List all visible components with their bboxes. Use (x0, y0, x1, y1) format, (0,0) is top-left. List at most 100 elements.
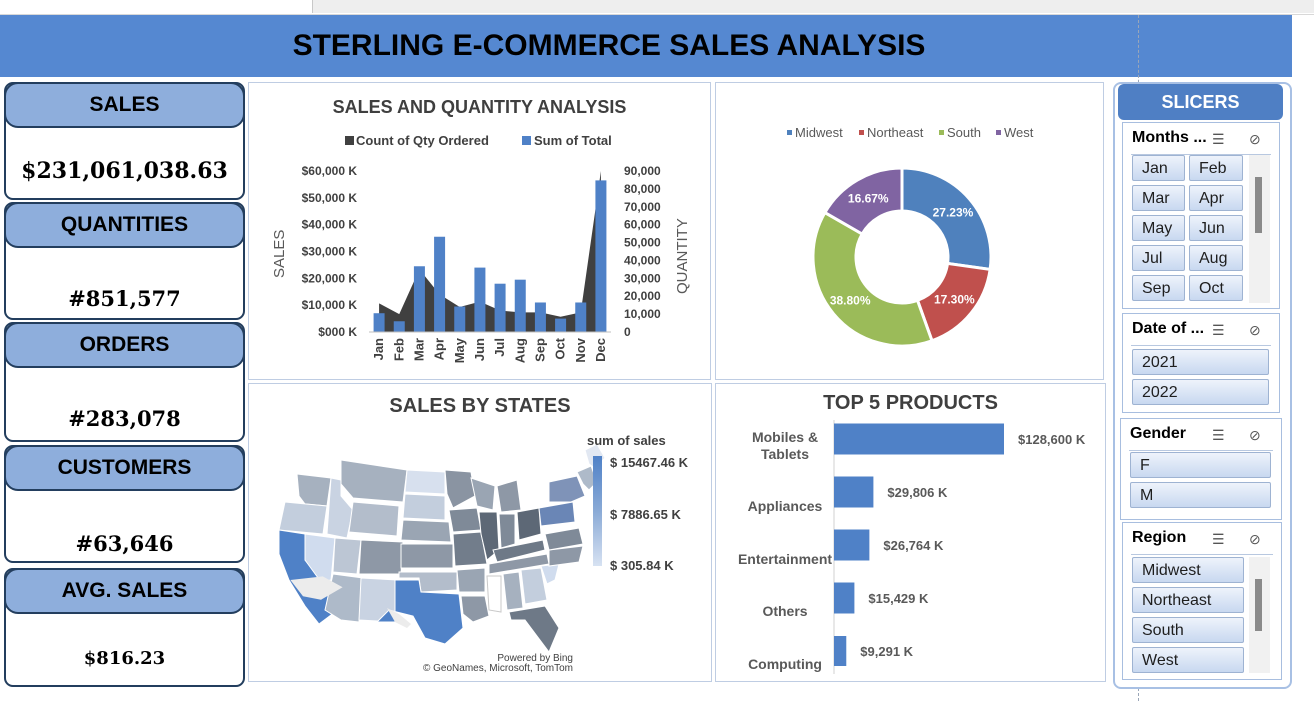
slicer-item-midwest[interactable]: Midwest (1132, 557, 1244, 583)
map-legend-title: sum of sales (587, 433, 666, 448)
state-nebraska (400, 519, 452, 543)
legend-west: West (1004, 125, 1034, 140)
state-florida (508, 605, 560, 653)
clear-filter-icon[interactable]: ⊘ (1249, 531, 1261, 547)
category-label: Tablets (761, 446, 809, 462)
slicer-item-south[interactable]: South (1132, 617, 1244, 643)
map-credit-bing: Powered by Bing (497, 653, 573, 664)
legend-swatch-west (996, 130, 1001, 135)
kpi-card-quantities: QUANTITIES #851,577 (4, 202, 245, 320)
qty-area (379, 171, 601, 332)
slicer-item-feb[interactable]: Feb (1189, 155, 1243, 181)
state-utah (332, 537, 362, 575)
sales-by-states-panel: SALES BY STATES (248, 383, 712, 682)
slicer-item-jul[interactable]: Jul (1132, 245, 1185, 271)
x-tick-label: Aug (512, 338, 527, 363)
slicer-item-m[interactable]: M (1130, 482, 1271, 508)
states-group (278, 443, 606, 653)
y2-tick-label: 50,000 (624, 236, 661, 250)
clear-filter-icon[interactable]: ⊘ (1249, 427, 1261, 443)
legend-midwest: Midwest (795, 125, 843, 140)
kpi-value: #851,577 (68, 286, 181, 311)
x-tick-label: Sep (532, 338, 547, 362)
sales-bar (413, 266, 425, 332)
state-mississippi (486, 575, 502, 613)
x-tick-label: Apr (432, 338, 447, 360)
legend-total: Sum of Total (534, 133, 612, 148)
slicer-item-oct[interactable]: Oct (1189, 275, 1243, 301)
y-tick-label: $000 K (318, 325, 357, 339)
donut-slice-midwest (900, 166, 993, 272)
legend-northeast: Northeast (867, 125, 924, 140)
months-slicer-title: Months ... (1132, 129, 1207, 146)
slicer-item-mar[interactable]: Mar (1132, 185, 1185, 211)
y-tick-label: $50,000 K (302, 191, 358, 205)
x-tick-label: Dec (593, 338, 608, 362)
map-title: SALES BY STATES (389, 395, 571, 417)
multi-select-icon[interactable]: ☰ (1212, 427, 1225, 443)
y2-tick-label: 60,000 (624, 218, 661, 232)
sales-bar (454, 306, 466, 332)
state-alabama (502, 571, 524, 611)
state-north-dakota (404, 469, 446, 495)
slicer-item-sep[interactable]: Sep (1132, 275, 1185, 301)
slicer-item-f[interactable]: F (1130, 452, 1271, 478)
category-label: Mobiles & (752, 429, 818, 445)
kpi-value: #63,646 (75, 531, 174, 556)
state-arkansas (456, 567, 486, 593)
slicer-item-aug[interactable]: Aug (1189, 245, 1243, 271)
clear-filter-icon[interactable]: ⊘ (1249, 322, 1261, 338)
map-legend-mid: $ 7886.65 K (610, 507, 681, 522)
legend-swatch-midwest (787, 130, 792, 135)
multi-select-icon[interactable]: ☰ (1212, 131, 1225, 147)
sales-bar (393, 321, 405, 332)
x-tick-label: Mar (411, 338, 426, 361)
sales-bar (434, 236, 446, 332)
products-title: TOP 5 PRODUCTS (823, 392, 998, 414)
y-tick-label: $20,000 K (302, 271, 358, 285)
category-label: Appliances (748, 498, 823, 514)
region-slicer-title: Region (1132, 529, 1187, 546)
slicer-item-2022[interactable]: 2022 (1132, 379, 1269, 405)
slicer-item-jun[interactable]: Jun (1189, 215, 1243, 241)
state-illinois (478, 511, 500, 561)
sales-bar (514, 279, 526, 332)
map-legend-min: $ 305.84 K (610, 558, 674, 573)
x-tick-label: Nov (573, 337, 588, 362)
state-pennsylvania (538, 501, 576, 527)
state-wisconsin (470, 477, 496, 511)
months-scrollbar[interactable] (1249, 155, 1270, 303)
kpi-label: QUANTITIES (4, 202, 245, 248)
slicer-item-may[interactable]: May (1132, 215, 1185, 241)
slicer-item-2021[interactable]: 2021 (1132, 349, 1269, 375)
state-montana (340, 459, 408, 503)
clear-filter-icon[interactable]: ⊘ (1249, 131, 1261, 147)
slicer-item-west[interactable]: West (1132, 647, 1244, 673)
state-new-york (548, 475, 586, 503)
region-donut-chart: Midwest Northeast South West 27.23% 17.30% 38… (787, 125, 1034, 348)
slicer-item-apr[interactable]: Apr (1189, 185, 1243, 211)
y2-tick-label: 20,000 (624, 289, 661, 303)
region-scroll-thumb[interactable] (1255, 579, 1262, 631)
y2-axis-label: QUANTITY (674, 218, 691, 294)
kpi-label: CUSTOMERS (4, 445, 245, 491)
region-scrollbar[interactable] (1249, 557, 1270, 673)
state-indiana (498, 513, 516, 549)
kpi-label: SALES (4, 82, 245, 128)
x-tick-label: Jun (472, 338, 487, 361)
category-label: Others (762, 603, 807, 619)
state-minnesota (444, 469, 476, 509)
product-value-label: $9,291 K (860, 644, 913, 659)
state-south-dakota (402, 493, 446, 521)
state-alaska (290, 576, 343, 600)
sales-bar (534, 302, 546, 332)
multi-select-icon[interactable]: ☰ (1212, 531, 1225, 547)
dashboard-title: STERLING E-COMMERCE SALES ANALYSIS (292, 29, 926, 62)
slicer-item-northeast[interactable]: Northeast (1132, 587, 1244, 613)
multi-select-icon[interactable]: ☰ (1212, 322, 1225, 338)
sales-bar (575, 302, 587, 332)
months-scroll-thumb[interactable] (1255, 177, 1262, 233)
y2-tick-label: 30,000 (624, 271, 661, 285)
donut-data-label: 38.80% (830, 293, 871, 307)
slicer-item-jan[interactable]: Jan (1132, 155, 1185, 181)
